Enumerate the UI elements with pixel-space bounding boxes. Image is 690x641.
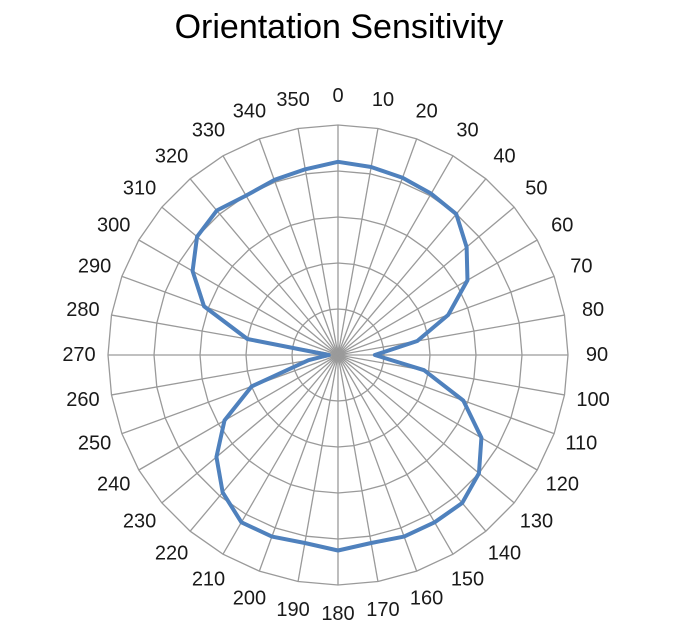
spoke-240 [138,354,339,471]
angle-label-110: 110 [565,433,597,455]
radar-grid [107,124,569,586]
angle-label-30: 30 [456,120,478,142]
spoke-60 [337,239,538,356]
angle-label-310: 310 [123,178,156,200]
spoke-20 [337,138,418,356]
spoke-230 [161,354,339,504]
angle-label-130: 130 [520,510,553,532]
series-layer [190,159,484,553]
spoke-120 [337,354,538,471]
angle-label-120: 120 [546,474,579,496]
spoke-220 [189,354,339,532]
angle-label-280: 280 [66,299,99,321]
angle-label-350: 350 [276,89,309,111]
spoke-350 [297,128,339,356]
spoke-50 [337,206,515,356]
angle-label-90: 90 [586,344,608,366]
spoke-320 [189,178,339,356]
spoke-260 [111,354,339,396]
angle-label-160: 160 [410,587,443,609]
angle-label-50: 50 [525,178,547,200]
spoke-250 [121,354,339,435]
spoke-310 [161,206,339,356]
angle-label-170: 170 [366,599,399,621]
spoke-340 [258,138,339,356]
angle-label-270: 270 [62,344,95,366]
spoke-330 [222,155,339,356]
chart-title: Orientation Sensitivity [174,8,504,46]
angle-label-80: 80 [582,299,604,321]
angle-label-340: 340 [233,101,266,123]
angle-label-40: 40 [493,146,515,168]
spoke-30 [337,155,454,356]
angle-label-320: 320 [155,146,188,168]
spoke-80 [337,314,565,356]
angle-label-260: 260 [66,389,99,411]
angle-label-20: 20 [415,101,437,123]
angle-label-150: 150 [451,568,484,590]
angle-label-240: 240 [97,474,130,496]
angle-label-290: 290 [78,255,111,277]
angle-label-200: 200 [233,587,266,609]
angle-label-230: 230 [123,510,156,532]
angle-label-60: 60 [551,215,573,237]
spoke-40 [337,178,487,356]
angle-label-220: 220 [155,542,188,564]
angle-label-100: 100 [576,389,609,411]
angle-label-140: 140 [488,542,521,564]
angle-label-0: 0 [332,85,343,107]
spoke-100 [337,354,565,396]
angle-label-250: 250 [78,433,111,455]
angle-label-190: 190 [276,599,309,621]
angle-label-10: 10 [372,89,394,111]
spoke-110 [337,354,555,435]
angle-label-210: 210 [192,568,225,590]
spoke-130 [337,354,515,504]
angle-label-300: 300 [97,215,130,237]
angle-label-330: 330 [192,120,225,142]
spoke-300 [138,239,339,356]
angle-label-70: 70 [570,255,592,277]
spoke-290 [121,275,339,356]
angle-label-180: 180 [321,603,354,625]
